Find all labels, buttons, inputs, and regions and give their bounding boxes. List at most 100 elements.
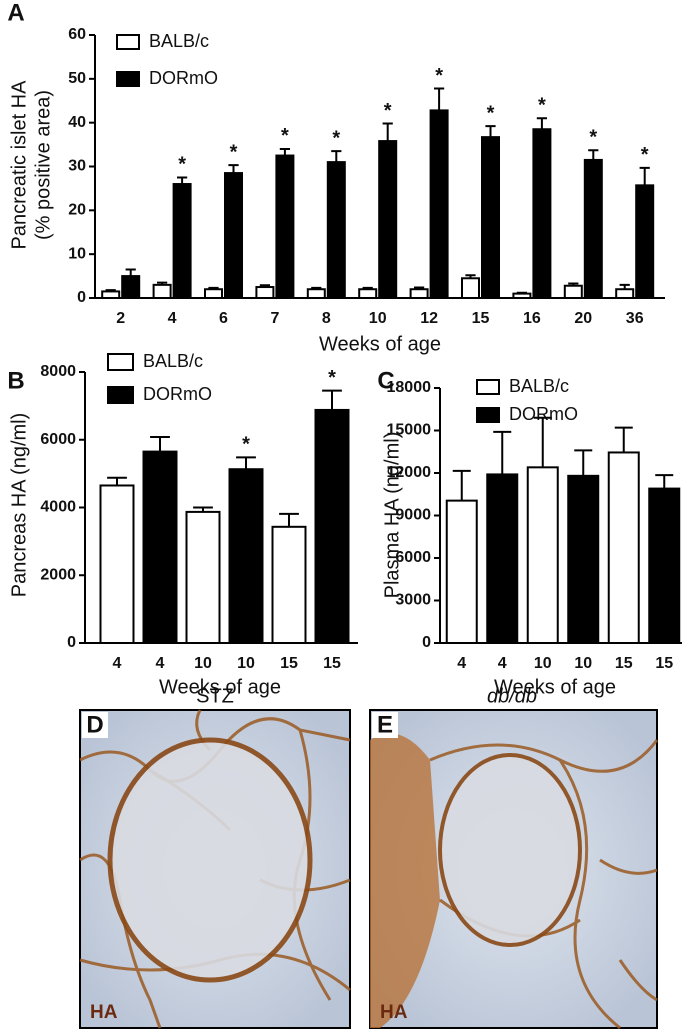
error-bar [588, 149, 599, 160]
significance-mark: * [487, 102, 495, 124]
y-tick-label: 0 [67, 634, 76, 651]
error-bar [614, 426, 633, 453]
error-bar [177, 176, 188, 185]
y-axis-label: Pancreatic islet HA [8, 80, 30, 250]
error-bar [619, 283, 630, 290]
error-bar [259, 284, 270, 288]
x-tick-label: 4 [457, 655, 466, 672]
x-tick-label: 6 [219, 310, 228, 327]
x-tick-label: 15 [615, 655, 633, 672]
y-tick-label: 6000 [40, 431, 76, 448]
bar [152, 283, 172, 300]
error-bar [107, 476, 127, 486]
x-tick-label: 10 [574, 655, 592, 672]
x-tick-label: 4 [168, 310, 177, 327]
legend-swatch [107, 386, 134, 404]
x-tick-label: 4 [113, 655, 122, 672]
y-tick-label: 6000 [395, 549, 431, 566]
error-bar [208, 286, 219, 290]
error-bar [125, 268, 136, 277]
bar [172, 183, 192, 300]
bar [314, 408, 350, 644]
bar [481, 136, 500, 299]
bar [409, 288, 429, 300]
significance-mark: * [281, 125, 289, 147]
y-tick-label: 20 [68, 202, 86, 219]
significance-mark: * [435, 65, 443, 87]
error-bar [574, 449, 593, 476]
x-tick-label: 10 [534, 655, 552, 672]
bar [583, 158, 603, 299]
y-tick-label: 10 [68, 245, 86, 262]
error-bar [516, 291, 527, 294]
legend-label: BALB/c [509, 376, 569, 396]
islet [438, 753, 582, 947]
bar [486, 473, 519, 644]
bar [326, 161, 346, 299]
x-tick-label: 10 [194, 655, 212, 672]
panel-label-box [372, 712, 398, 738]
error-bar [228, 164, 239, 174]
x-tick-label: 15 [472, 310, 490, 327]
bar [101, 290, 121, 299]
legend-swatch [116, 34, 140, 50]
bar [635, 184, 655, 299]
x-axis-label: Weeks of age [494, 676, 616, 698]
significance-mark: * [178, 154, 186, 176]
error-bar [311, 286, 322, 290]
error-bar [434, 87, 445, 111]
image-title: db/db [487, 685, 537, 707]
bar [228, 468, 264, 644]
micrograph-d: D STZ HA [79, 685, 351, 1029]
bar [255, 286, 275, 299]
error-bar [236, 456, 256, 470]
bar [142, 450, 178, 645]
legend-label: BALB/c [143, 351, 203, 371]
bar [358, 288, 378, 300]
x-tick-label: 2 [116, 310, 125, 327]
bar [526, 466, 559, 645]
legend-swatch [476, 379, 500, 395]
bar [204, 288, 223, 300]
x-tick-label: 15 [655, 655, 673, 672]
significance-mark: * [538, 95, 546, 117]
x-tick-label: 20 [574, 310, 592, 327]
bar [121, 275, 141, 300]
bar [648, 487, 681, 645]
bar [185, 510, 221, 644]
panel-label: C [377, 367, 394, 394]
bar [461, 277, 480, 299]
bar [275, 154, 295, 299]
error-bar [485, 125, 496, 138]
bar [607, 451, 640, 645]
y-tick-label: 60 [68, 26, 86, 43]
error-bar [414, 286, 425, 290]
legend-swatch [107, 353, 134, 371]
y-axis-label: (% positive area) [32, 90, 54, 240]
error-bar [382, 122, 393, 142]
error-bar [193, 506, 213, 512]
panel-label: A [7, 0, 24, 26]
y-tick-label: 15000 [387, 422, 432, 439]
y-tick-label: 4000 [40, 499, 76, 516]
stain-label: HA [380, 1002, 408, 1023]
error-bar [362, 286, 373, 290]
y-tick-label: 0 [422, 634, 431, 651]
y-tick-label: 9000 [395, 507, 431, 524]
y-axis-label: Plasma HA (ng/ml) [381, 432, 403, 599]
legend-label: DORmO [509, 404, 578, 424]
x-tick-label: 8 [322, 310, 331, 327]
y-tick-label: 0 [77, 289, 86, 306]
significance-mark: * [641, 144, 649, 166]
significance-mark: * [332, 127, 340, 149]
panel-label: D [86, 711, 103, 738]
y-tick-label: 18000 [387, 379, 432, 396]
bar [567, 474, 600, 645]
y-tick-label: 8000 [40, 363, 76, 380]
error-bar [452, 469, 471, 501]
significance-mark: * [230, 141, 238, 163]
y-tick-label: 50 [68, 70, 86, 87]
panel-label-box [82, 712, 108, 738]
error-bar [536, 117, 547, 130]
